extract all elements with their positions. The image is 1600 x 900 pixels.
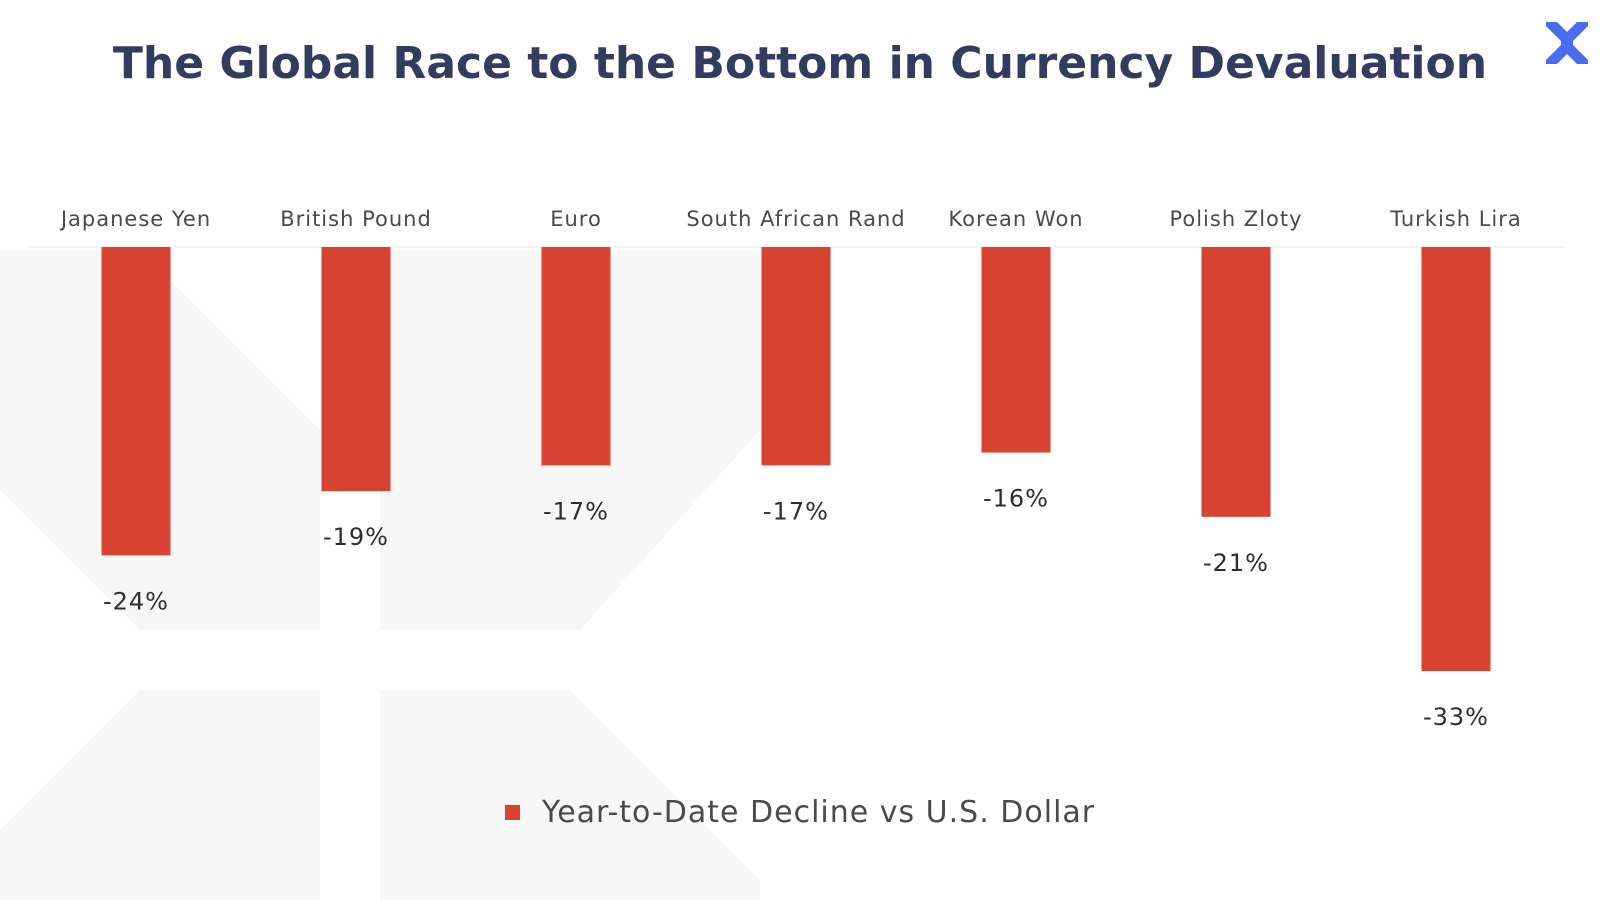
data-label: -33% bbox=[1423, 703, 1489, 731]
x-tick-label: Japanese Yen bbox=[59, 207, 211, 231]
bar bbox=[1201, 247, 1271, 517]
bar-chart: Japanese Yen -24% British Pound -19% Euro -17… bbox=[28, 207, 1565, 731]
data-label: -24% bbox=[103, 587, 169, 615]
x-tick-label: British Pound bbox=[280, 207, 432, 231]
bar bbox=[541, 247, 611, 466]
x-tick-label: Euro bbox=[550, 207, 602, 231]
bar bbox=[321, 247, 391, 492]
data-label: -16% bbox=[983, 485, 1049, 513]
bar bbox=[1421, 247, 1491, 671]
bar bbox=[101, 247, 171, 556]
x-tick-label: South African Rand bbox=[686, 207, 905, 231]
bar bbox=[761, 247, 831, 466]
x-tick-label: Polish Zloty bbox=[1169, 207, 1302, 231]
x-tick-label: Korean Won bbox=[948, 207, 1083, 231]
x-logo-icon bbox=[1546, 22, 1588, 64]
legend-swatch bbox=[504, 805, 520, 820]
data-label: -21% bbox=[1203, 549, 1269, 577]
data-label: -17% bbox=[763, 497, 829, 525]
page-title: The Global Race to the Bottom in Currenc… bbox=[112, 38, 1488, 89]
bar bbox=[981, 247, 1051, 453]
data-label: -17% bbox=[543, 497, 609, 525]
x-tick-label: Turkish Lira bbox=[1389, 207, 1522, 231]
data-label: -19% bbox=[323, 523, 389, 551]
legend-label: Year-to-Date Decline vs U.S. Dollar bbox=[541, 795, 1096, 830]
chart-legend: Year-to-Date Decline vs U.S. Dollar bbox=[0, 795, 1600, 830]
